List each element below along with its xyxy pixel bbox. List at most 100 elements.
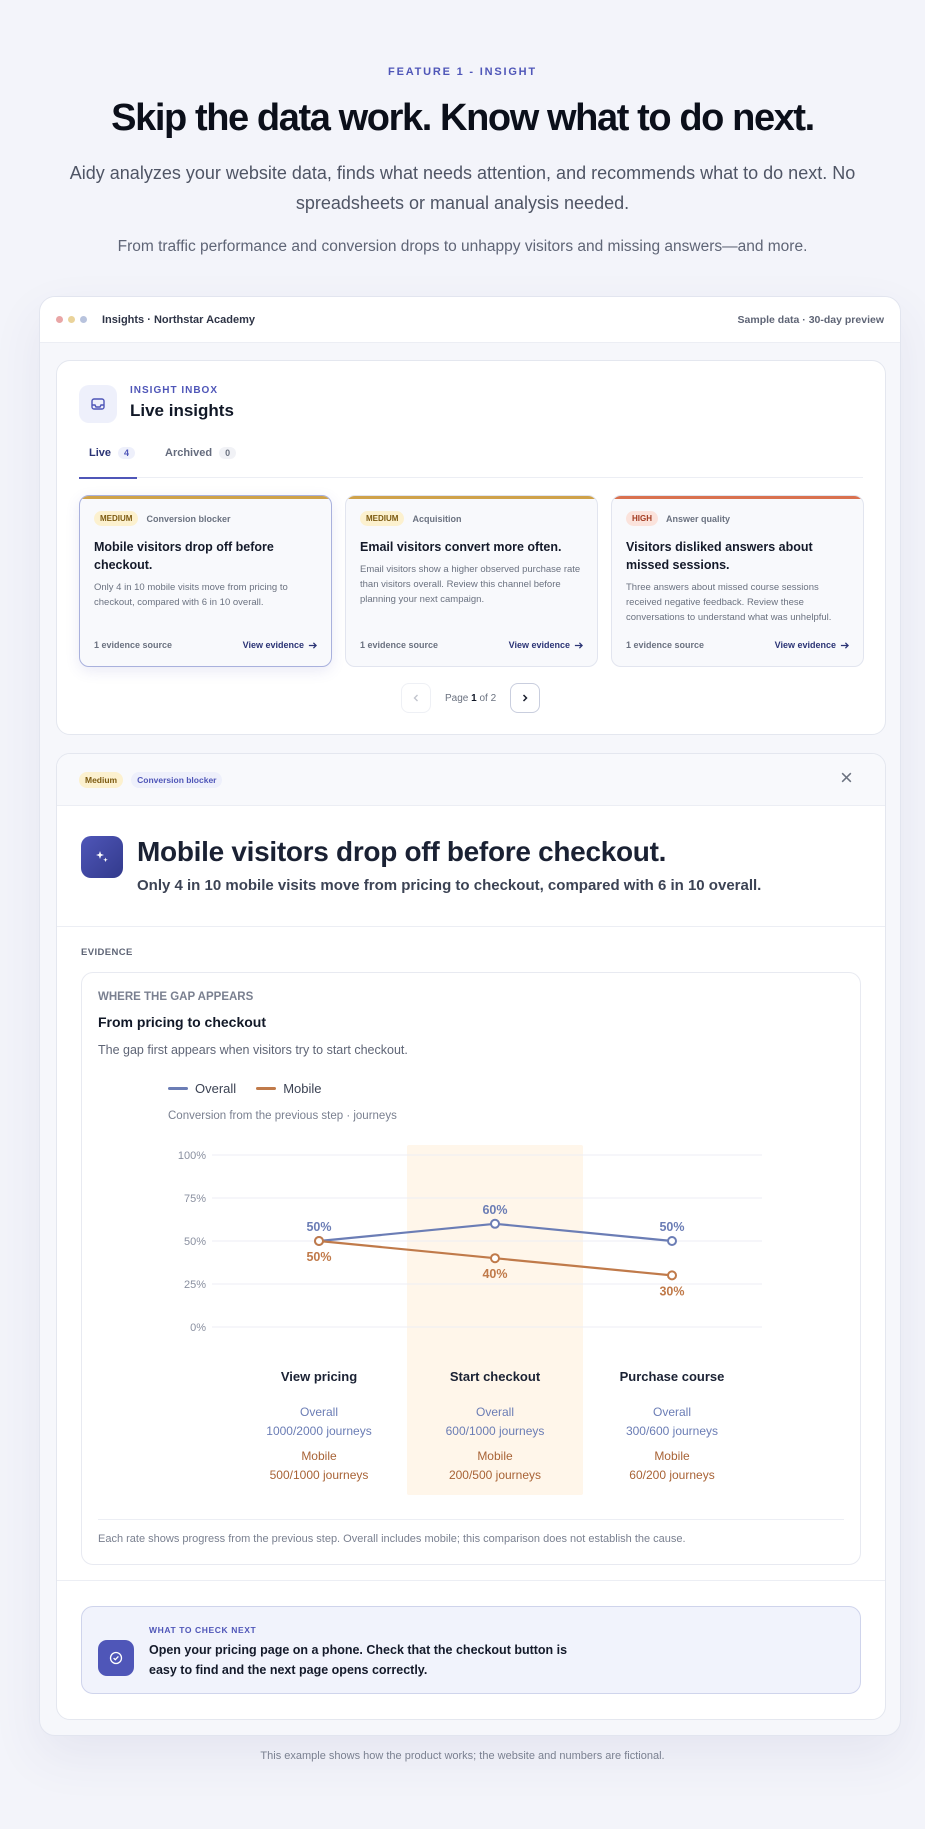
card-category: Acquisition [412, 513, 462, 524]
view-evidence-label: View evidence [774, 640, 836, 650]
data-label-overall: 50% [659, 1220, 684, 1234]
card-title: Email visitors convert more often. [360, 540, 562, 554]
close-icon[interactable] [840, 771, 853, 784]
detail-category-badge: Conversion blocker [131, 771, 223, 788]
data-point-mobile [490, 1253, 500, 1264]
step-series-name: Mobile [654, 1449, 690, 1463]
chart-legend: Overall Mobile [168, 1081, 321, 1096]
data-label-overall: 60% [482, 1203, 507, 1217]
step-series-name: Overall [300, 1405, 338, 1419]
page-prefix: Page [445, 692, 469, 704]
card-description: Email visitors show a higher observed pu… [360, 564, 581, 605]
view-evidence-label: View evidence [508, 640, 570, 650]
app-window: Insights · Northstar Academy Sample data… [39, 296, 901, 1736]
tab-live[interactable]: Live 4 [78, 447, 138, 479]
view-evidence-link[interactable]: View evidence [775, 640, 849, 650]
next-action-text: Open your pricing page on a phone. Check… [149, 1643, 568, 1677]
y-tick-label: 75% [184, 1193, 206, 1205]
next-page-button[interactable] [510, 683, 541, 713]
arrow-right-icon [840, 641, 849, 649]
divider [57, 1580, 885, 1581]
evidence-card: WHERE THE GAP APPEARS From pricing to ch… [81, 972, 861, 1565]
evidence-eyebrow: WHERE THE GAP APPEARS [98, 991, 254, 1003]
data-label-mobile: 50% [306, 1250, 331, 1264]
step-journeys: 600/1000 journeys [446, 1424, 545, 1438]
tab-archived-label: Archived [165, 447, 213, 459]
window-dot-close[interactable] [56, 316, 63, 323]
inbox-eyebrow: INSIGHT INBOX [130, 385, 219, 396]
data-label-overall: 50% [306, 1220, 331, 1234]
window-title: Insights · Northstar Academy [102, 313, 256, 326]
data-point-mobile [314, 1236, 324, 1246]
step-journeys: 1000/2000 journeys [266, 1424, 371, 1438]
window-controls [56, 316, 87, 323]
tab-live-count: 4 [118, 447, 136, 459]
view-evidence-link[interactable]: View evidence [243, 640, 317, 650]
priority-strip [80, 496, 331, 499]
data-label-mobile: 30% [659, 1284, 684, 1298]
card-tags: MEDIUM Acquisition [360, 511, 461, 526]
insight-card-mobile[interactable]: MEDIUM Conversion blocker Mobile visitor… [79, 495, 332, 667]
evidence-footnote: Each rate shows progress from the previo… [98, 1519, 844, 1545]
funnel-line-chart: 100% 75% 50% 25% 0% 50% 60% 50% 50% 40% 30% View pr… [178, 1145, 762, 1495]
y-tick-label: 50% [184, 1236, 206, 1248]
next-eyebrow: WHAT TO CHECK NEXT [149, 1625, 257, 1635]
divider [57, 926, 885, 927]
y-tick-label: 25% [184, 1279, 206, 1291]
data-label-mobile: 40% [482, 1267, 507, 1281]
inbox-title: Live insights [130, 401, 234, 420]
detail-priority-badge: Medium [79, 771, 124, 788]
insight-card-email[interactable]: MEDIUM Acquisition Email visitors conver… [345, 495, 598, 667]
chart-caption: Conversion from the previous step · jour… [168, 1110, 397, 1122]
tab-archived-count: 0 [219, 447, 237, 459]
legend-mobile: Mobile [256, 1081, 321, 1096]
check-circle-icon [98, 1640, 134, 1676]
step-journeys: 60/200 journeys [629, 1468, 714, 1482]
step-series-name: Mobile [301, 1449, 337, 1463]
card-source: 1 evidence source [360, 640, 439, 650]
arrow-right-icon [574, 641, 583, 649]
y-tick-label: 100% [178, 1150, 206, 1162]
hero-section: FEATURE 1 - INSIGHT Skip the data work. … [0, 0, 925, 256]
step-journeys: 200/500 journeys [449, 1468, 541, 1482]
step-series-name: Mobile [477, 1449, 513, 1463]
insight-card-answers[interactable]: HIGH Answer quality Visitors disliked an… [611, 495, 864, 667]
hero-headline: Skip the data work. Know what to do next… [111, 97, 815, 139]
page-suffix: of 2 [479, 692, 497, 704]
priority-strip [612, 496, 863, 499]
inbox-icon [79, 385, 117, 423]
page-footnote: This example shows how the product works… [260, 1750, 665, 1762]
legend-swatch-mobile [256, 1087, 277, 1090]
x-category-label: Purchase course [620, 1369, 725, 1384]
sparkle-icon [81, 836, 123, 878]
step-series-name: Overall [653, 1405, 691, 1419]
view-evidence-link[interactable]: View evidence [509, 640, 583, 650]
detail-subtitle: Only 4 in 10 mobile visits move from pri… [137, 877, 762, 894]
card-tags: HIGH Answer quality [626, 511, 730, 526]
data-point-overall [490, 1218, 500, 1229]
data-point-mobile [667, 1270, 677, 1281]
prev-page-button[interactable] [401, 683, 431, 713]
page-indicator: Page 1 of 2 [445, 693, 496, 704]
highlight-band [407, 1145, 583, 1495]
x-category-label: Start checkout [450, 1369, 541, 1384]
evidence-label: EVIDENCE [81, 947, 133, 958]
legend-label-mobile: Mobile [283, 1081, 322, 1096]
chevron-right-icon [523, 694, 528, 702]
window-dot-minimize[interactable] [68, 316, 75, 323]
priority-strip [346, 496, 597, 499]
inbox-pager: Page 1 of 2 [401, 683, 541, 713]
legend-overall: Overall [168, 1081, 236, 1096]
window-titlebar: Insights · Northstar Academy Sample data… [40, 297, 900, 343]
card-source: 1 evidence source [626, 640, 705, 650]
y-tick-label: 0% [190, 1322, 206, 1334]
page-current: 1 [471, 692, 477, 704]
card-description: Three answers about missed course sessio… [626, 582, 832, 623]
window-dot-zoom[interactable] [80, 316, 87, 323]
view-evidence-label: View evidence [242, 640, 304, 650]
card-category: Answer quality [666, 513, 731, 524]
insight-inbox-panel: INSIGHT INBOX Live insights Live 4 Archi… [56, 360, 886, 735]
card-title: Visitors disliked answers about missed s… [626, 540, 813, 572]
tab-archived[interactable]: Archived 0 [165, 447, 237, 478]
hero-lead: Aidy analyzes your website data, finds w… [69, 163, 856, 213]
